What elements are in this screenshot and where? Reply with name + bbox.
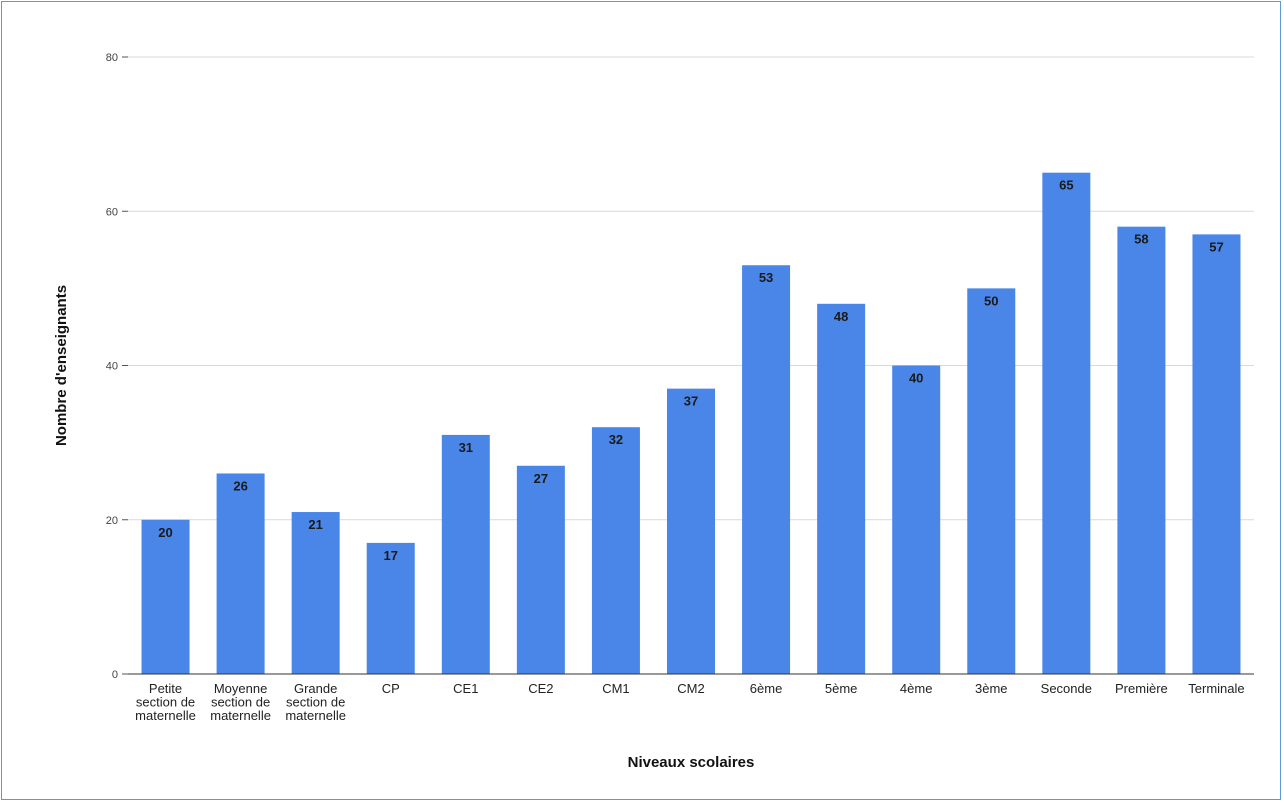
x-tick-label: 3ème (975, 681, 1008, 696)
x-tick-label: CE1 (453, 681, 478, 696)
y-tick-label: 0 (112, 669, 118, 681)
data-label: 31 (459, 440, 473, 455)
x-tick-label-line: Première (1115, 681, 1168, 696)
bar-11 (892, 365, 941, 674)
bars: 20 26 21 17 31 27 32 37 53 48 40 50 65 58 57 (141, 172, 1241, 675)
bar-9 (742, 265, 791, 674)
bar-6 (516, 465, 565, 674)
x-tick-label: Terminale (1188, 681, 1244, 696)
data-label: 37 (684, 394, 698, 409)
x-tick-label-line: maternelle (135, 708, 196, 723)
x-tick-label-line: CM2 (677, 681, 704, 696)
bar-1 (141, 519, 190, 674)
data-label: 58 (1134, 232, 1148, 247)
data-label: 65 (1059, 178, 1073, 193)
data-label: 17 (383, 548, 397, 563)
bar-13 (1042, 172, 1091, 674)
y-tick-label: 20 (106, 515, 118, 527)
y-tick-label: 80 (106, 52, 118, 64)
bar-4 (366, 542, 415, 674)
data-label: 26 (233, 478, 247, 493)
x-tick-label: 4ème (900, 681, 933, 696)
bar-14 (1117, 226, 1166, 675)
data-label: 40 (909, 371, 923, 386)
x-tick-label: Première (1115, 681, 1168, 696)
x-tick-label-line: 3ème (975, 681, 1008, 696)
data-label: 27 (534, 471, 548, 486)
data-label: 50 (984, 293, 998, 308)
x-tick-label: Grande section de maternelle (285, 681, 346, 723)
x-tick-label: CM1 (602, 681, 629, 696)
x-tick-label-line: CE2 (528, 681, 553, 696)
data-label: 53 (759, 270, 773, 285)
bar-3 (291, 512, 340, 674)
x-tick-label: CM2 (677, 681, 704, 696)
y-tick-label: 60 (106, 206, 118, 218)
bar-12 (967, 288, 1016, 674)
x-tick-label: 5ème (825, 681, 858, 696)
x-tick-label: CP (382, 681, 400, 696)
x-tick-label-line: 6ème (750, 681, 783, 696)
x-tick-label: Seconde (1041, 681, 1092, 696)
x-tick-label-line: 4ème (900, 681, 933, 696)
data-label: 32 (609, 432, 623, 447)
x-tick-label: Moyenne section de maternelle (210, 681, 271, 723)
x-tick-label-line: section de (211, 695, 270, 710)
data-label: 48 (834, 309, 848, 324)
x-tick-label-line: Moyenne (214, 681, 267, 696)
x-axis-title: Niveaux scolaires (628, 754, 755, 771)
x-tick-label-line: maternelle (210, 708, 271, 723)
bar-7 (591, 427, 640, 674)
x-tick-label: CE2 (528, 681, 553, 696)
bar-15 (1192, 234, 1241, 674)
x-tick-label: 6ème (750, 681, 783, 696)
x-tick-label-line: section de (286, 695, 345, 710)
x-tick-label-line: Grande (294, 681, 337, 696)
x-tick-label-line: CE1 (453, 681, 478, 696)
x-tick-label-line: maternelle (285, 708, 346, 723)
x-tick-label-line: CP (382, 681, 400, 696)
y-axis-title: Nombre d'enseignants (53, 285, 70, 446)
x-tick-label-line: CM1 (602, 681, 629, 696)
y-tick-label: 40 (106, 361, 118, 373)
x-tick-label-line: Terminale (1188, 681, 1244, 696)
bar-2 (216, 473, 265, 674)
x-tick-label-line: Petite (149, 681, 182, 696)
bar-10 (817, 303, 866, 674)
bar-5 (441, 434, 490, 674)
bar-8 (667, 388, 715, 674)
x-tick-label-line: section de (136, 695, 195, 710)
data-label: 57 (1209, 239, 1223, 254)
x-tick-label-line: Seconde (1041, 681, 1092, 696)
data-label: 20 (158, 525, 172, 540)
y-axis-ticks: 0 20 40 60 80 (106, 52, 128, 681)
x-tick-label: Petite section de maternelle (135, 681, 196, 723)
x-tick-label-line: 5ème (825, 681, 858, 696)
data-label: 21 (308, 517, 322, 532)
